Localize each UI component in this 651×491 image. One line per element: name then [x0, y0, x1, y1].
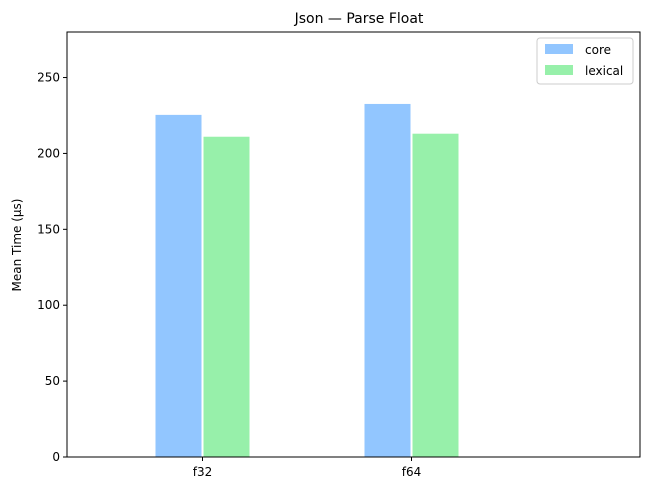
x-tick-label: f32	[193, 465, 213, 479]
y-tick-label: 250	[37, 71, 60, 85]
y-tick-label: 200	[37, 146, 60, 160]
legend-label-core: core	[585, 43, 611, 57]
x-axis-ticks: f32 f64	[193, 457, 422, 479]
bar-core-f32	[155, 114, 202, 457]
y-tick-label: 100	[37, 298, 60, 312]
bars	[155, 103, 459, 458]
legend-swatch-lexical	[545, 65, 573, 75]
y-axis-ticks: 0 50 100 150 200 250	[37, 71, 67, 464]
legend-label-lexical: lexical	[585, 64, 623, 78]
y-tick-label: 50	[45, 374, 60, 388]
plot-frame	[66, 31, 641, 458]
chart-title: Json — Parse Float	[294, 11, 424, 27]
x-tick-label: f64	[402, 465, 422, 479]
y-axis-label: Mean Time (µs)	[10, 199, 24, 292]
bar-lexical-f64	[412, 133, 459, 458]
bar-core-f64	[364, 103, 411, 458]
y-tick-label: 0	[52, 450, 60, 464]
bar-lexical-f32	[203, 136, 250, 457]
legend-swatch-core	[545, 44, 573, 54]
y-tick-label: 150	[37, 222, 60, 236]
legend: core lexical	[536, 37, 634, 85]
